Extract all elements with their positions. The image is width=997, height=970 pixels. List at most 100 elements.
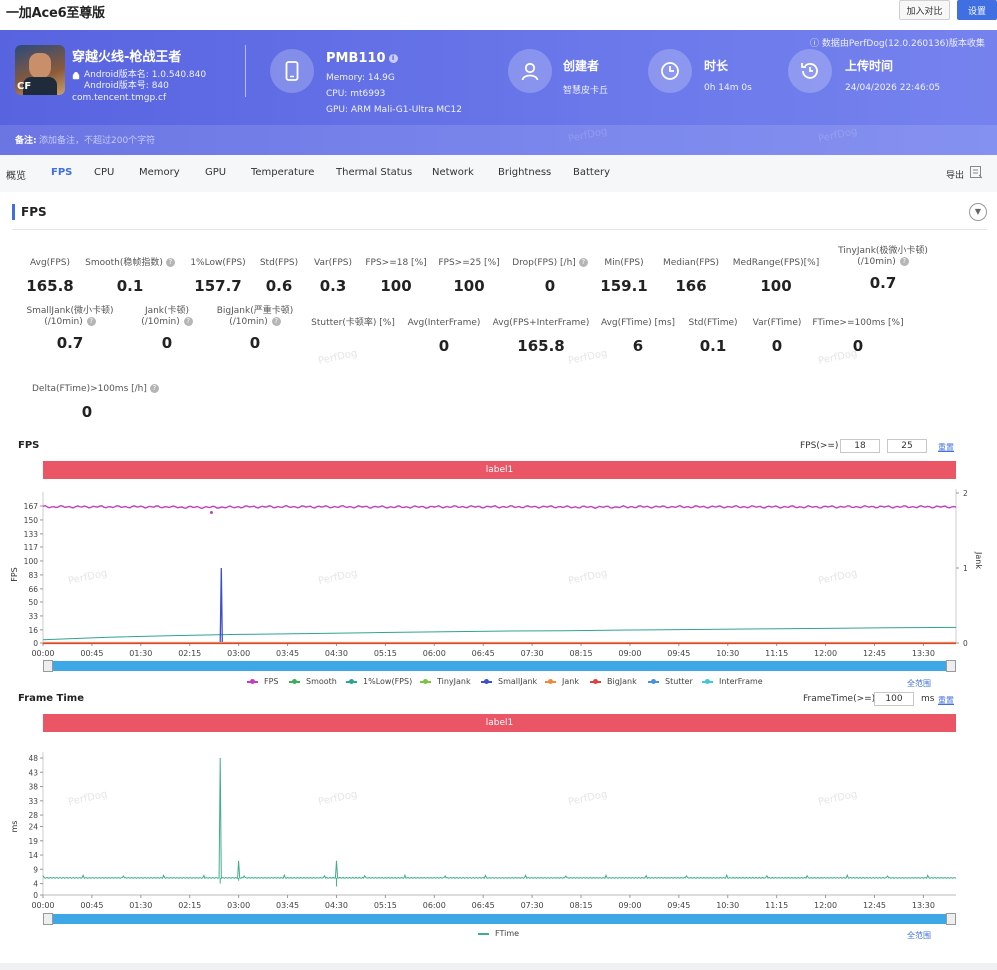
help-icon[interactable]: ? [899,257,909,266]
device-info-icon[interactable]: i [388,54,398,63]
metric-item: Var(FTime) 0 [722,318,832,355]
fps-threshold-input-1[interactable]: 18 [840,439,880,453]
legend-item-jank[interactable]: Jank [545,677,579,686]
legend-item-smooth[interactable]: Smooth [289,677,337,686]
help-icon[interactable]: ? [149,384,159,393]
note-label: 备注: [15,136,37,146]
x-tick-label: 01:30 [129,649,152,658]
metric-value: 0 [852,337,864,355]
y-tick-label: 100 [24,557,39,566]
legend-item-fps[interactable]: FPS [247,677,279,686]
x-tick-label: 00:00 [31,901,54,910]
metric-value: 157.7 [194,277,242,295]
metric-value: 100 [453,277,485,295]
legend-item-1-low-fps-[interactable]: 1%Low(FPS) [346,677,412,686]
range-handle-right[interactable] [946,913,956,925]
metric-value: 0 [81,403,93,421]
settings-button[interactable]: 设置 [957,0,997,20]
metric-label: Avg(InterFrame) [407,318,481,328]
x-tick-label: 05:15 [374,901,397,910]
range-handle-left[interactable] [43,913,53,925]
tab-cpu[interactable]: CPU [94,167,115,178]
device-name: PMB110 i [326,51,398,66]
metric-item: Drop(FPS) [/h]? 0 [495,258,605,295]
metric-label: Avg(FTime) [ms] [600,318,676,328]
report-banner: CF 穿越火线-枪战王者 Android版本名: 1.0.540.840 And… [0,30,997,155]
title-bar: 一加Ace6至尊版 加入对比 设置 [0,0,997,30]
user-icon [508,49,552,93]
upload-time-label: 上传时间 [845,59,894,73]
metric-label: Smooth(稳帧指数)? [75,258,185,269]
frametime-chart[interactable]: 0 4 9 14 19 24 28 33 38 43 48 00:00 00:45 01:30 02:15 0… [0,736,997,914]
export-icon[interactable] [969,165,983,179]
legend-label: Jank [562,677,579,686]
metric-label: Avg(FPS+InterFrame) [492,318,590,328]
range-handle-left[interactable] [43,660,53,672]
y-tick-label: 0 [33,639,38,648]
note-input[interactable]: 添加备注，不超过200个字符 [39,136,156,146]
help-icon[interactable]: ? [578,258,588,267]
legend-item-bigjank[interactable]: BigJank [590,677,637,686]
upload-time-value: 24/04/2026 22:46:05 [845,83,941,93]
help-icon[interactable]: ? [271,317,281,326]
legend-item-stutter[interactable]: Stutter [648,677,693,686]
fps-threshold-input-2[interactable]: 25 [887,439,927,453]
export-button[interactable]: 导出 [946,171,965,181]
metric-value: 0 [438,337,450,355]
y-tick-label: 66 [28,585,38,594]
help-icon[interactable]: ? [86,317,96,326]
metric-value: 165.8 [26,277,74,295]
tab-memory[interactable]: Memory [139,167,180,178]
tab-gpu[interactable]: GPU [205,167,227,178]
range-handle-right[interactable] [946,660,956,672]
divider [12,229,987,230]
x-tick-label: 07:30 [521,901,544,910]
metric-label-unit: (/10min)? [200,317,310,328]
tab-network[interactable]: Network [432,167,474,178]
frametime-full-range-link[interactable]: 全范围 [907,931,931,940]
collapse-chevron-icon[interactable]: ▼ [969,203,987,221]
legend-item-smalljank[interactable]: SmallJank [481,677,537,686]
frametime-label-bar[interactable]: label1 [43,714,956,732]
y-tick-label: 50 [28,598,38,607]
add-to-compare-button[interactable]: 加入对比 [899,0,950,20]
creator-value: 智慧皮卡丘 [563,86,609,96]
metric-item: Median(FPS) 166 [636,258,746,295]
tab-overview[interactable]: 概览 [6,171,26,182]
tab-temperature[interactable]: Temperature [251,167,315,178]
fps-reset-link[interactable]: 重置 [938,443,954,452]
tab-thermal-status[interactable]: Thermal Status [336,167,413,178]
fps-label-bar[interactable]: label1 [43,461,956,479]
y-tick-label: 14 [28,851,38,860]
frametime-threshold-unit: ms [921,694,935,704]
y-tick-label: 24 [28,823,38,832]
frametime-reset-link[interactable]: 重置 [938,696,954,705]
y-tick-label: 0 [33,891,38,900]
legend-item-ftime[interactable]: FTime [478,929,519,938]
metric-item: Jank(卡顿) (/10min)? 0 [112,306,222,352]
legend-label: Smooth [306,677,337,686]
fps-chart[interactable]: 0 16 33 50 66 83 100 117 133 150 167 0 1 2 00:00 00:45 0… [0,484,997,664]
fps-time-range-slider[interactable] [43,660,956,672]
frametime-time-range-slider[interactable] [43,913,956,925]
help-icon[interactable]: ? [165,258,175,267]
series-fps-min-point [209,510,213,514]
phone-icon [270,49,314,93]
y-tick-label: 16 [28,626,38,635]
data-source-text: ⓘ 数据由PerfDog(12.0.260136)版本收集 [810,39,985,49]
tab-fps[interactable]: FPS [51,167,73,178]
frametime-threshold-input[interactable]: 100 [874,692,914,706]
legend-item-tinyjank[interactable]: TinyJank [420,677,471,686]
x-tick-label: 09:00 [618,901,641,910]
legend-swatch [346,678,357,684]
x-tick-label: 05:15 [374,649,397,658]
metric-item: Std(FTime) 0.1 [658,318,768,355]
help-icon[interactable]: ? [183,317,193,326]
y-tick-label: 167 [24,502,39,511]
metric-value: 166 [675,277,707,295]
metric-value: 0.7 [56,334,84,352]
fps-full-range-link[interactable]: 全范围 [907,679,931,688]
tab-brightness[interactable]: Brightness [498,167,552,178]
legend-item-interframe[interactable]: InterFrame [702,677,763,686]
tab-battery[interactable]: Battery [573,167,611,178]
